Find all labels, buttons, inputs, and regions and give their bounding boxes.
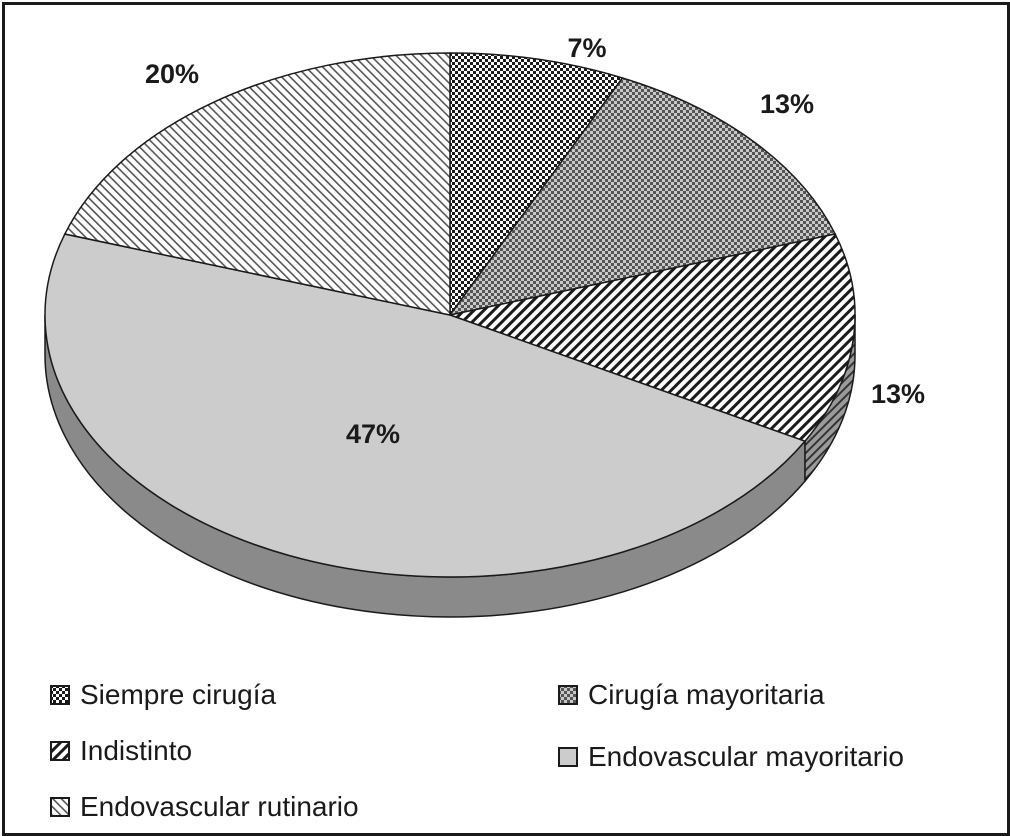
legend-swatch-4 xyxy=(50,797,70,817)
pie-slice-0 xyxy=(449,52,624,318)
pie-label-0: 7% xyxy=(567,33,606,63)
legend-item-2: Indistinto xyxy=(50,735,192,767)
legend-item-3: Endovascular mayoritario xyxy=(558,741,904,773)
legend-item-4: Endovascular rutinario xyxy=(50,791,359,823)
legend-swatch-0 xyxy=(50,685,70,705)
legend-label-4: Endovascular rutinario xyxy=(80,791,359,822)
legend-item-1: Cirugía mayoritaria xyxy=(558,679,825,711)
pie-label-3: 47% xyxy=(346,419,400,449)
legend-swatch-2 xyxy=(50,741,70,761)
pie-slice-3 xyxy=(44,233,807,578)
pie-slice-2 xyxy=(447,233,856,443)
legend-label-1: Cirugía mayoritaria xyxy=(588,679,825,710)
pie-label-1: 13% xyxy=(760,89,814,119)
pie-slice-1 xyxy=(448,77,837,317)
legend-swatch-3 xyxy=(558,747,578,767)
legend-item-0: Siempre cirugía xyxy=(50,679,276,711)
pie-labels: 7% 13% 13% 47% 20% xyxy=(145,33,925,449)
legend-label-3: Endovascular mayoritario xyxy=(588,741,904,772)
pie-slice-4 xyxy=(63,52,451,316)
pie-chart: 7% 13% 13% 47% 20% xyxy=(44,33,925,618)
legend-label-0: Siempre cirugía xyxy=(80,679,277,710)
legend-swatch-1 xyxy=(558,685,578,705)
legend-label-2: Indistinto xyxy=(80,735,193,766)
pie-label-4: 20% xyxy=(145,59,199,89)
pie-label-2: 13% xyxy=(871,379,925,409)
pie-top-face xyxy=(44,52,856,578)
